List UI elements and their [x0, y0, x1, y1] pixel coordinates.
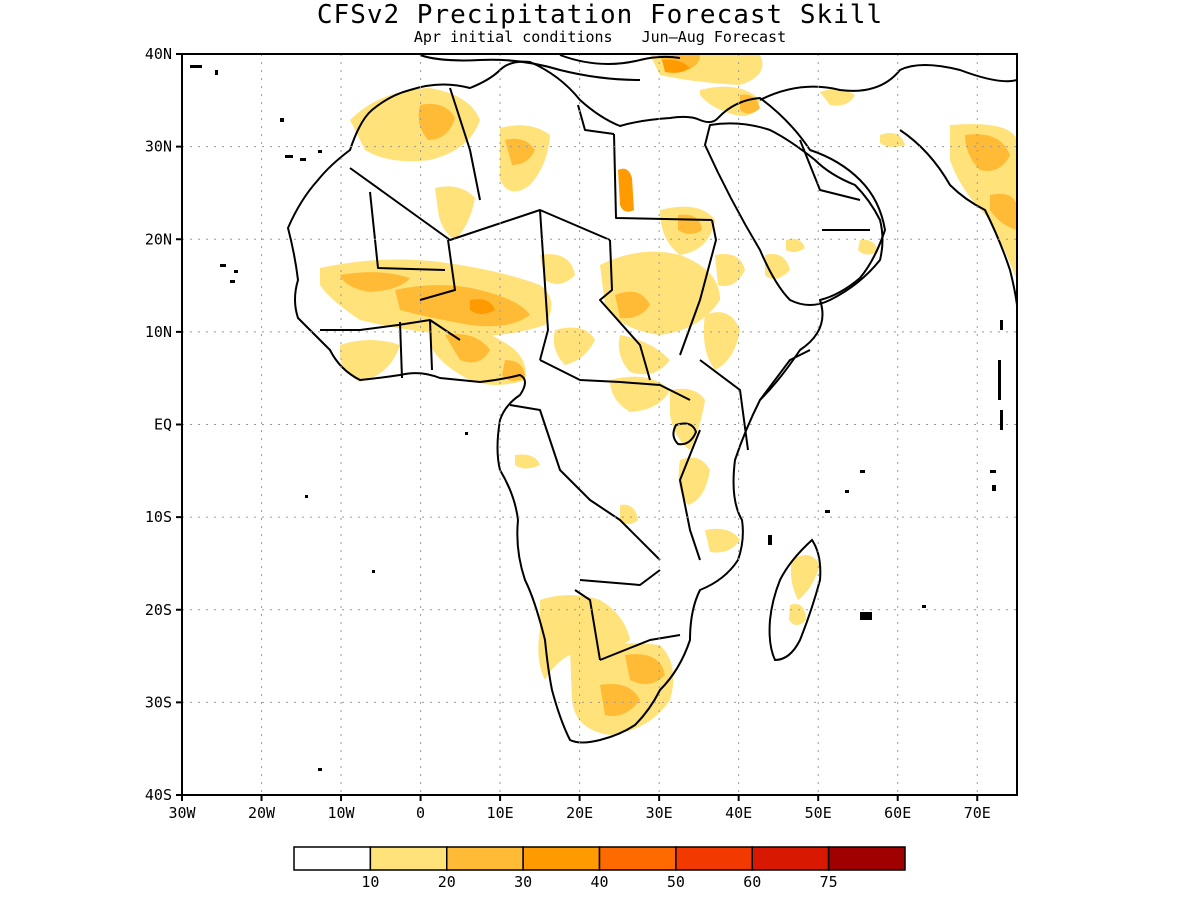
colorbar-label: 40 — [590, 873, 608, 891]
lon-tick-label: 50E — [805, 804, 832, 822]
subtitle-initial-conditions: Apr initial conditions — [413, 28, 613, 46]
colorbar-label: 20 — [438, 873, 456, 891]
latitude-axis: 40N 30N 20N 10N EQ 10S 20S 30S 40S — [145, 45, 182, 804]
lake-victoria — [672, 422, 698, 446]
map-subtitle: Apr initial conditions Jun–Aug Forecast — [0, 28, 1200, 46]
skill-shading-30-40 — [470, 59, 690, 314]
colorbar-swatch — [751, 846, 830, 871]
lon-tick-label: 0 — [416, 804, 425, 822]
lat-tick-label: 40S — [145, 786, 172, 804]
lat-tick-label: 30N — [145, 138, 172, 156]
lon-tick-label: 40E — [725, 804, 752, 822]
longitude-axis: 30W 20W 10W 0 10E 20E 30E 40E 50E 60E 70E — [168, 795, 991, 822]
lat-lon-gridlines — [182, 54, 1017, 795]
arabia-and-middle-east-coastline — [419, 54, 1017, 306]
colorbar-swatch — [675, 846, 753, 871]
lat-tick-label: 20N — [145, 230, 172, 248]
colorbar-label: 30 — [514, 873, 532, 891]
skill-shading-10-20 — [320, 55, 1017, 735]
small-islands — [190, 65, 1003, 771]
colorbar-label: 60 — [743, 873, 761, 891]
colorbar-swatch — [827, 846, 906, 871]
map-title: CFSv2 Precipitation Forecast Skill — [316, 0, 884, 30]
colorbar-swatch — [293, 846, 372, 871]
colorbar-swatch — [369, 846, 448, 871]
colorbar-label: 10 — [361, 873, 379, 891]
colorbar-swatch — [598, 846, 677, 871]
lat-tick-label: 10S — [145, 508, 172, 526]
lon-tick-label: 60E — [884, 804, 911, 822]
lon-tick-label: 10W — [328, 804, 356, 822]
colorbar-legend: 10 20 30 40 50 60 75 — [293, 846, 906, 891]
colorbar-swatch — [446, 846, 524, 871]
lon-tick-label: 20E — [566, 804, 593, 822]
colorbar-label: 50 — [667, 873, 685, 891]
lat-tick-label: 10N — [145, 323, 172, 341]
lat-tick-label: 30S — [145, 693, 172, 711]
lon-tick-label: 30W — [168, 804, 196, 822]
colorbar-swatch — [522, 846, 601, 871]
lat-tick-label: EQ — [154, 416, 172, 434]
colorbar-label: 75 — [820, 873, 838, 891]
subtitle-forecast-period: Jun–Aug Forecast — [641, 28, 787, 46]
lon-tick-label: 30E — [646, 804, 673, 822]
lon-tick-label: 10E — [487, 804, 514, 822]
madagascar-outline — [768, 538, 822, 662]
africa-coastline-and-borders — [287, 60, 886, 744]
lon-tick-label: 20W — [248, 804, 276, 822]
lat-tick-label: 40N — [145, 45, 172, 63]
lat-tick-label: 20S — [145, 601, 172, 619]
lon-tick-label: 70E — [964, 804, 991, 822]
